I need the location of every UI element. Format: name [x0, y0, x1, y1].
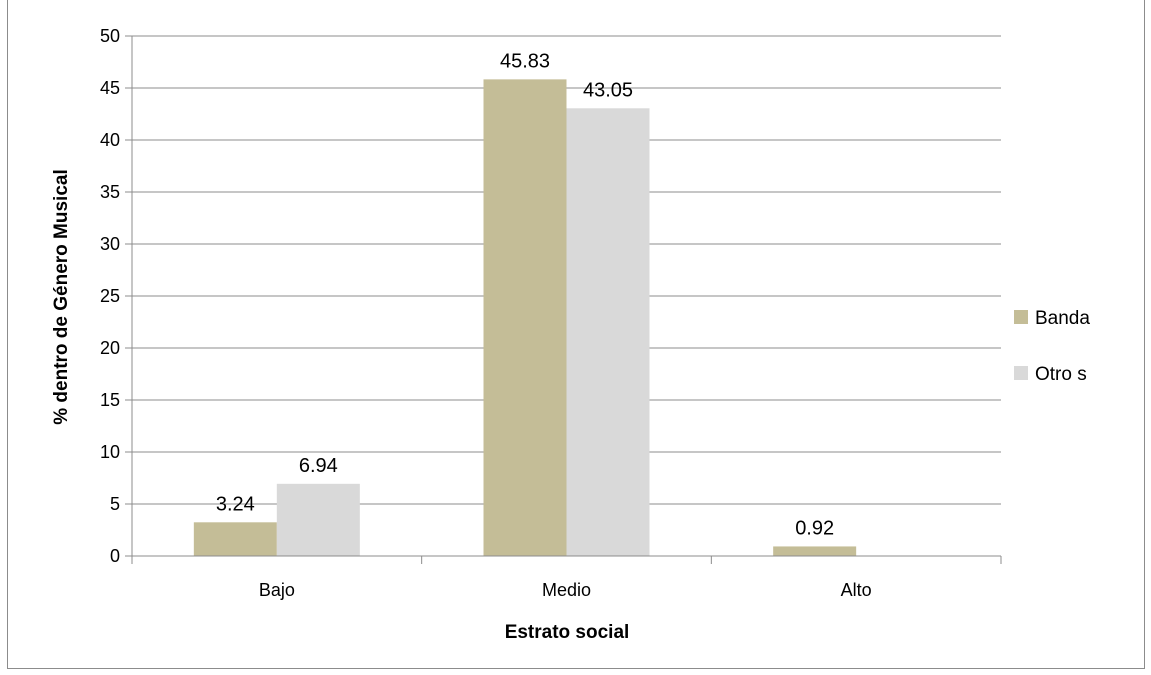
legend-label: Otro s [1035, 364, 1087, 385]
y-tick-label: 30 [100, 234, 120, 254]
y-tick-label: 40 [100, 130, 120, 150]
y-tick-label: 20 [100, 338, 120, 358]
legend-swatch [1014, 366, 1028, 380]
data-label: 45.83 [500, 50, 550, 72]
bar-otro-s-medio [566, 108, 650, 556]
legend: Banda Otro s [1014, 308, 1090, 385]
x-tick-label: Medio [542, 580, 591, 600]
data-label: 3.24 [216, 493, 255, 515]
data-label: 43.05 [583, 79, 633, 101]
y-tick-label: 0 [110, 546, 120, 566]
bar-banda-alto [773, 546, 857, 556]
bar-banda-medio [483, 79, 567, 557]
y-tick-label: 15 [100, 390, 120, 410]
x-tick-label: Bajo [259, 580, 295, 600]
y-tick-label: 5 [110, 494, 120, 514]
axes: 0 5 10 15 20 25 30 35 40 45 50 Bajo Medio Alto [100, 26, 1002, 600]
x-tick-label: Alto [841, 580, 872, 600]
y-tick-label: 10 [100, 442, 120, 462]
y-tick-label: 35 [100, 182, 120, 202]
x-axis-title: Estrato social [505, 622, 630, 643]
data-label: 6.94 [299, 455, 338, 477]
y-axis-title: % dentro de Género Musical [51, 169, 72, 425]
bars [193, 79, 857, 557]
y-tick-label: 50 [100, 26, 120, 46]
bar-banda-bajo [193, 522, 277, 556]
data-labels: 3.24 6.94 45.83 43.05 0.92 [216, 50, 834, 539]
legend-swatch [1014, 310, 1028, 324]
bar-otro-s-bajo [276, 483, 360, 556]
y-tick-label: 25 [100, 286, 120, 306]
legend-label: Banda [1035, 308, 1090, 329]
data-label: 0.92 [795, 517, 834, 539]
y-tick-label: 45 [100, 78, 120, 98]
